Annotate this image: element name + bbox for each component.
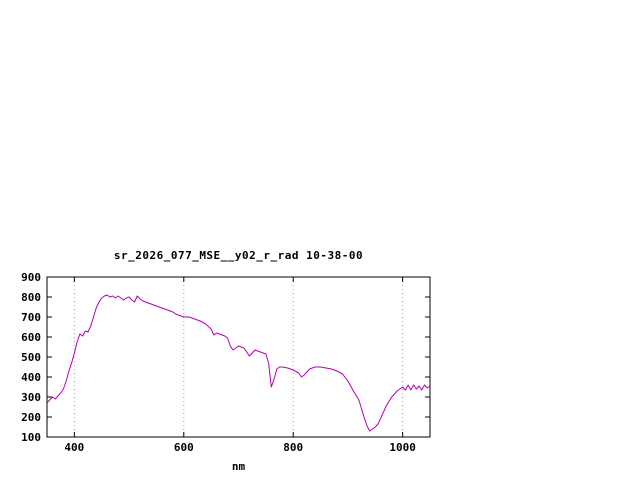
y-tick-label: 800 [21, 291, 41, 304]
x-axis-label: nm [231, 460, 246, 473]
y-tick-label: 600 [21, 331, 41, 344]
series-line [46, 294, 431, 432]
x-tick-label: 400 [64, 441, 84, 454]
x-tick-label: 1000 [389, 441, 416, 454]
plot-border [46, 276, 431, 438]
chart-title: sr_2026_077_MSE__y02_r_rad 10-38-00 [113, 249, 364, 262]
y-tick-label: 300 [21, 391, 41, 404]
y-tick-label: 900 [21, 271, 41, 284]
y-tick-label: 100 [21, 431, 41, 444]
x-tick-label: 600 [174, 441, 194, 454]
y-tick-label: 700 [21, 311, 41, 324]
y-tick-label: 400 [21, 371, 41, 384]
y-tick-label: 500 [21, 351, 41, 364]
x-tick-label: 800 [283, 441, 303, 454]
y-tick-label: 200 [21, 411, 41, 424]
